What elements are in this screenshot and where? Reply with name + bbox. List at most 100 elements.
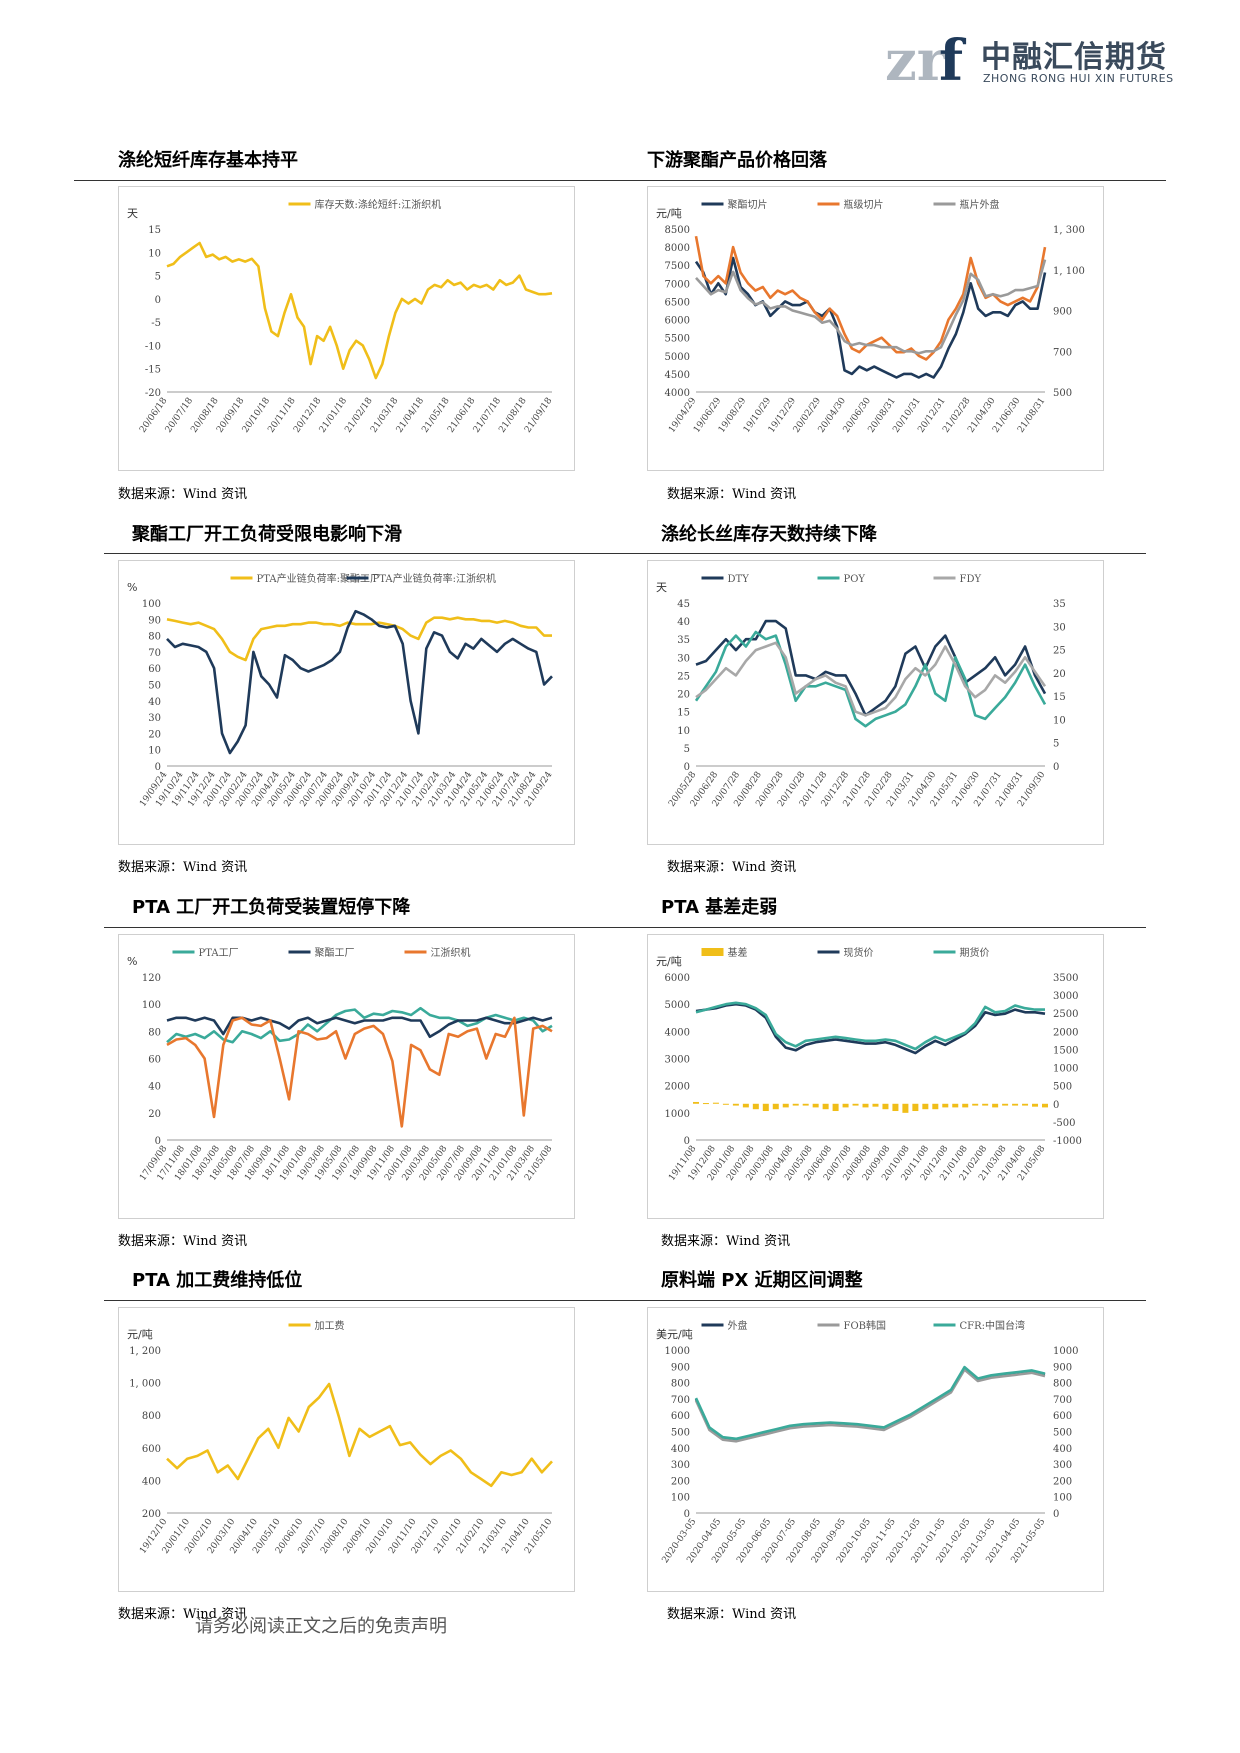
footer-disclaimer: 请务必阅读正文之后的免责声明 (195, 1616, 447, 1637)
data-source: 数据来源：Wind 资讯 (667, 1607, 797, 1622)
y-tick-label: 200 (142, 1509, 161, 1520)
series-line (166, 1016, 553, 1128)
series-line (166, 609, 553, 755)
y2-tick-label: 30 (1053, 622, 1066, 633)
y-tick-label: 8500 (665, 225, 690, 236)
y-tick-label: 100 (142, 599, 161, 610)
section-title: PTA 工厂开工负荷受装置短停下降 (132, 897, 411, 918)
legend-label: DTY (728, 574, 750, 585)
y2-tick-label: 0 (1053, 1100, 1059, 1111)
y2-tick-label: 900 (1053, 307, 1072, 318)
bar-mark (862, 1103, 869, 1108)
y-tick-label: 1000 (665, 1346, 690, 1357)
section-title: 涤纶短纤库存基本持平 (118, 150, 298, 171)
bar-mark (1022, 1103, 1029, 1106)
y-tick-label: 900 (671, 1362, 690, 1373)
divider (104, 927, 1146, 928)
y-tick-label: 3000 (665, 1055, 690, 1066)
data-source: 数据来源：Wind 资讯 (118, 487, 248, 502)
divider (104, 1300, 1146, 1301)
bar-mark (952, 1103, 959, 1108)
y2-tick-label: 15 (1053, 692, 1066, 703)
bar-mark (882, 1103, 889, 1110)
y-tick-label: 0 (684, 1509, 690, 1520)
y2-tick-label: 300 (1053, 1460, 1072, 1471)
y-tick-label: 0 (684, 762, 690, 773)
y-tick-label: 5500 (665, 334, 690, 345)
y-tick-label: 1000 (665, 1109, 690, 1120)
y-tick-label: 0 (155, 1136, 161, 1147)
series-line (694, 630, 1047, 728)
legend-label: 现货价 (844, 946, 874, 959)
logo-chinese-name: 中融汇信期货 (981, 40, 1167, 75)
y-tick-label: 7500 (665, 261, 690, 272)
y2-tick-label: 1, 300 (1053, 225, 1085, 236)
y-tick-label: 6000 (665, 973, 690, 984)
legend-label: POY (844, 574, 866, 585)
y-tick-label: 400 (671, 1444, 690, 1455)
axis-unit-label: 天 (127, 207, 138, 220)
chart-frame: 基差 现货价 期货价 元/吨 6000 5000 4000 3000 2000 1000 0 3500… (647, 934, 1104, 1219)
legend-label: 期货价 (960, 946, 990, 959)
bar-mark (1032, 1103, 1039, 1107)
y-tick-label: 25 (677, 671, 690, 682)
section-title: PTA 基差走弱 (661, 897, 778, 918)
y-tick-label: 500 (671, 1428, 690, 1439)
y-tick-label: 600 (142, 1444, 161, 1455)
bar-mark (712, 1102, 719, 1104)
legend-label: PTA工厂 (199, 948, 239, 959)
axis-unit-label: 美元/吨 (656, 1328, 693, 1341)
legend-label: FOB韩国 (844, 1319, 887, 1332)
y2-tick-label: 10 (1053, 715, 1066, 726)
company-logo: zr f 中融汇信期货 ZHONG RONG HUI XIN FUTURES (885, 28, 1173, 92)
y-tick-label: 100 (671, 1493, 690, 1504)
y-tick-label: 80 (148, 1027, 161, 1038)
y2-tick-label: 100 (1053, 1493, 1072, 1504)
y-tick-label: 4500 (665, 370, 690, 381)
axis-unit-label: 元/吨 (127, 1328, 153, 1341)
y2-tick-label: -500 (1053, 1118, 1075, 1129)
bar-mark (852, 1103, 859, 1106)
axis-unit-label: 天 (656, 581, 667, 594)
y-tick-label: 1, 200 (129, 1346, 161, 1357)
bar-mark (722, 1103, 729, 1105)
y-tick-label: 40 (148, 1082, 161, 1093)
y-tick-label: 2000 (665, 1082, 690, 1093)
y-tick-label: 0 (684, 1136, 690, 1147)
y-tick-label: 20 (148, 729, 161, 740)
bar-mark (802, 1103, 809, 1106)
y-tick-label: 800 (142, 1411, 161, 1422)
y-tick-label: 5000 (665, 352, 690, 363)
legend-label: 加工费 (315, 1319, 345, 1332)
bar-mark (982, 1103, 989, 1106)
chart-frame: 聚酯切片 瓶级切片 瓶片外盘 元/吨 8500 8000 7500 7000 6500 6000 5… (647, 186, 1104, 471)
series-line (695, 641, 1047, 717)
bar-mark (762, 1103, 769, 1112)
axis-unit-label: 元/吨 (656, 955, 682, 968)
y-tick-label: -20 (145, 388, 161, 399)
y2-tick-label: 700 (1053, 1395, 1072, 1406)
y2-tick-label: 20 (1053, 669, 1066, 680)
bar-mark (752, 1103, 759, 1110)
bar-mark (742, 1103, 749, 1108)
series-line (166, 616, 552, 662)
y-tick-label: 5 (684, 744, 690, 755)
series-line (695, 259, 1047, 355)
y2-tick-label: 500 (1053, 388, 1072, 399)
bar-mark (962, 1103, 969, 1108)
section-title: 下游聚酯产品价格回落 (647, 150, 827, 171)
series-line (166, 1016, 553, 1039)
y-tick-label: 60 (148, 664, 161, 675)
y-tick-label: 300 (671, 1460, 690, 1471)
legend-label: 聚酯工厂 (315, 947, 355, 959)
y2-tick-label: 2000 (1053, 1027, 1078, 1038)
bar-mark (772, 1103, 779, 1110)
bar-mark (832, 1103, 839, 1112)
y-tick-label: 700 (671, 1395, 690, 1406)
y-tick-label: 7000 (665, 279, 690, 290)
bar-mark (912, 1103, 919, 1112)
bar-mark (892, 1103, 899, 1112)
bar-mark (902, 1103, 909, 1113)
y2-tick-label: 1000 (1053, 1346, 1078, 1357)
legend-swatch (701, 948, 724, 956)
